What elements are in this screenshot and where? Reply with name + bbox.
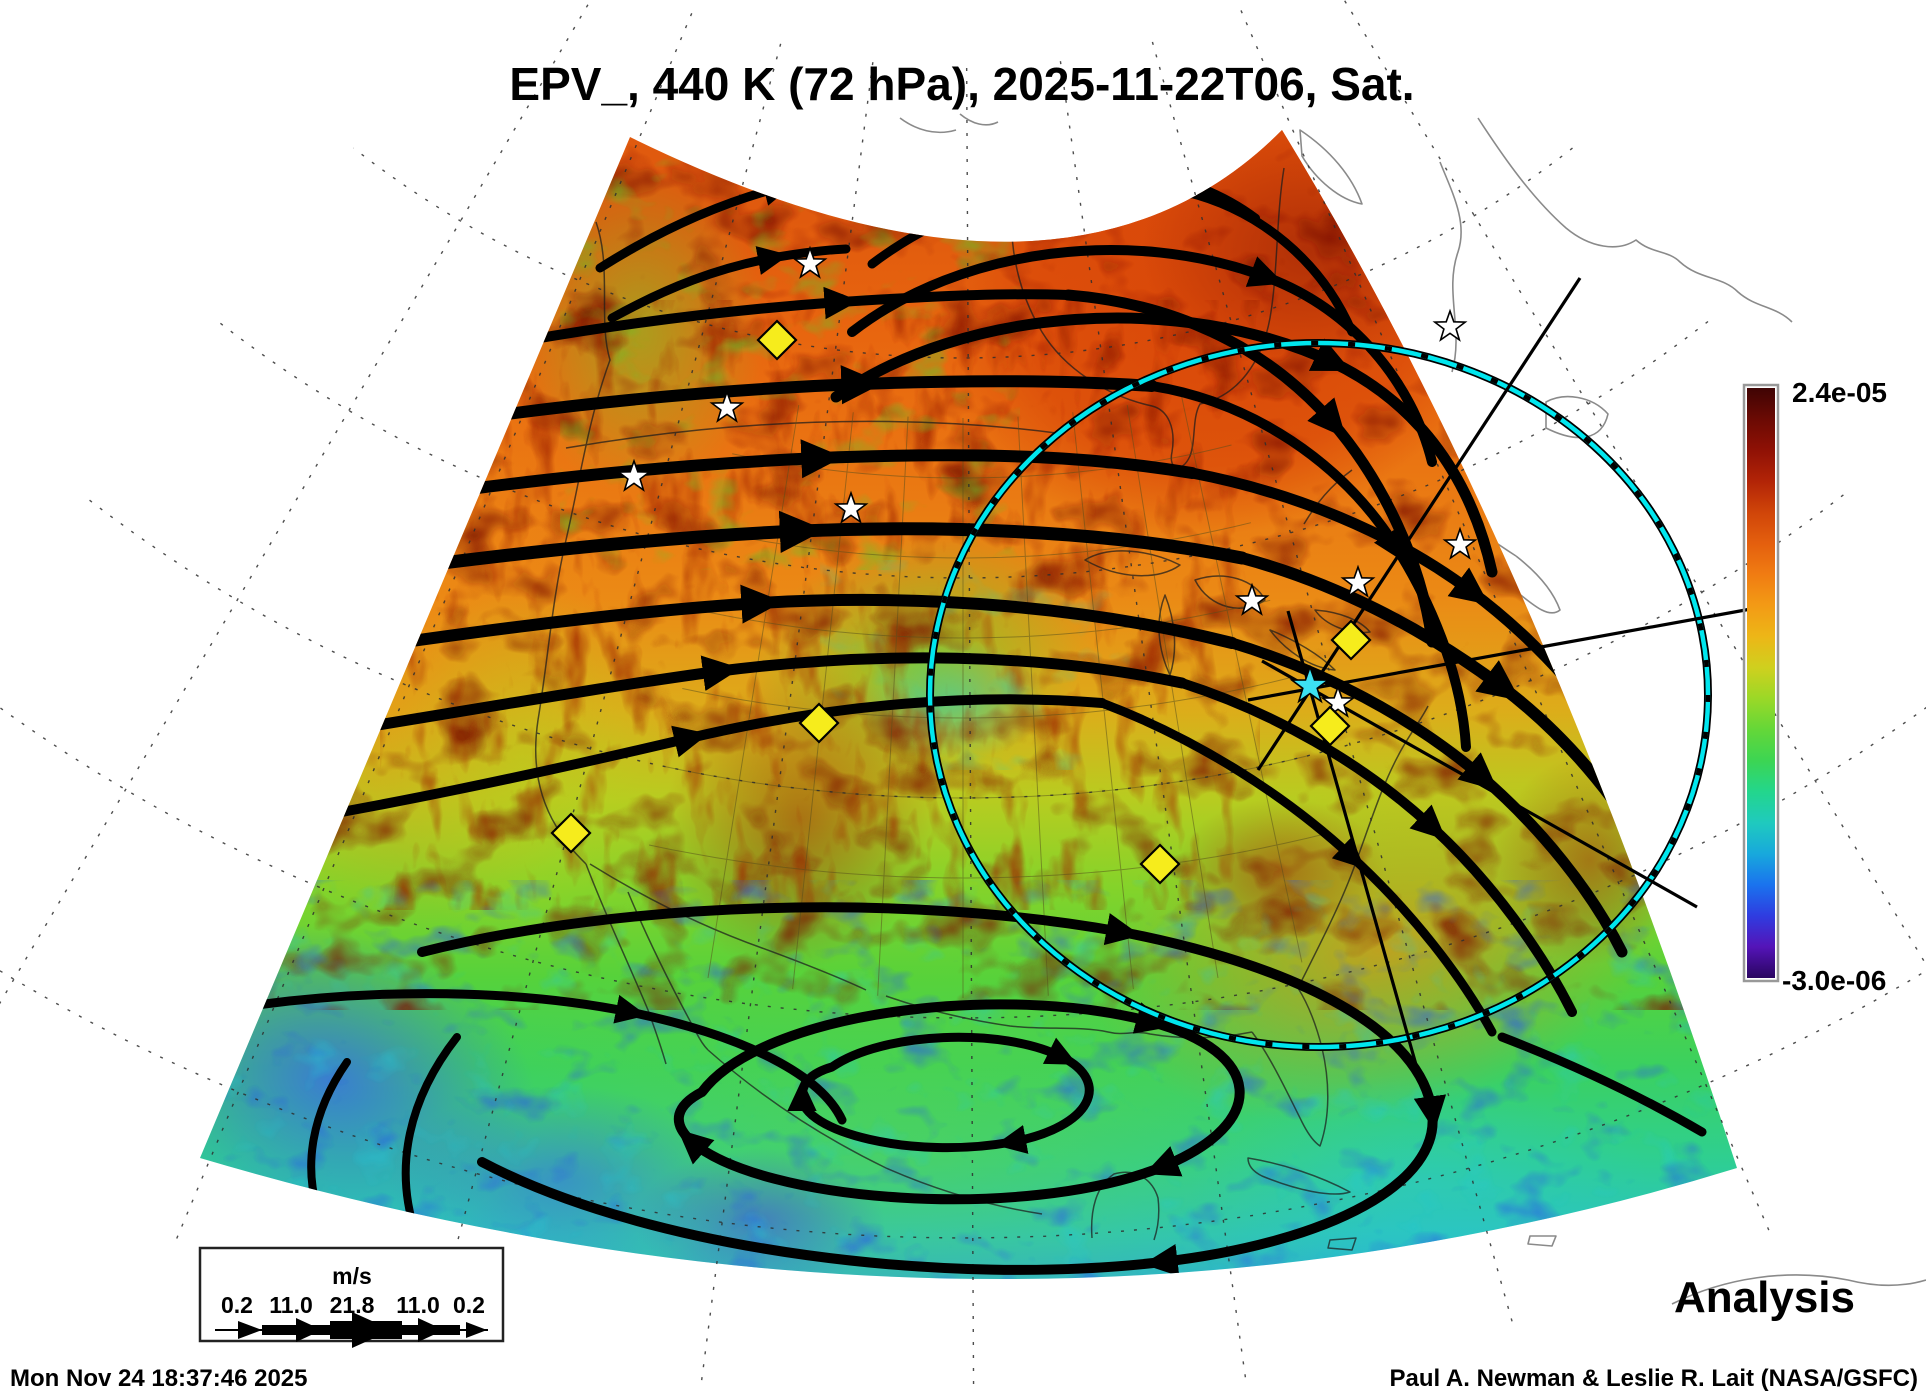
graticule-meridian: [0, 0, 592, 1005]
colorbar: 2.4e-05 -3.0e-06: [1742, 377, 1887, 996]
analysis-label: Analysis: [1674, 1273, 1855, 1322]
generated-timestamp: Mon Nov 24 18:37:46 2025: [10, 1365, 307, 1392]
station-star-icon: [709, 389, 745, 423]
station-star-icon: [1432, 308, 1468, 342]
graticule-meridian: [965, 67, 975, 1394]
wind-speed-4: 0.2: [453, 1292, 485, 1318]
credit-label: Paul A. Newman & Leslie R. Lait (NASA/GS…: [1389, 1365, 1918, 1392]
wind-legend-units: m/s: [332, 1263, 372, 1289]
wind-speed-legend: m/s 0.2 11.0 21.8 11.0 0.2: [198, 1246, 505, 1348]
center-star-icon: [1289, 664, 1331, 704]
colorbar-frame: [1742, 383, 1780, 983]
site-diamond-icon: [1139, 843, 1181, 885]
colorbar-gradient: [1747, 388, 1775, 978]
site-diamond-icon: [756, 319, 798, 361]
wind-speed-0: 0.2: [221, 1292, 253, 1318]
station-star-icon: [1320, 684, 1356, 718]
site-diamond-icon: [1330, 619, 1372, 661]
site-diamond-icon: [798, 702, 840, 744]
annotation-overlay: [550, 245, 1763, 1087]
colorbar-max-label: 2.4e-05: [1792, 377, 1887, 408]
station-star-icon: [616, 458, 652, 492]
graticule-parallel: [353, 147, 1573, 359]
station-star-icon: [792, 245, 828, 279]
site-diamond-icon: [1309, 705, 1351, 747]
wind-scale-glyph: [215, 1312, 488, 1348]
colorbar-min-label: -3.0e-06: [1782, 965, 1886, 996]
range-ring-ticks: [927, 340, 1711, 1050]
wind-speed-3: 11.0: [396, 1292, 440, 1318]
azimuth-line: [1247, 605, 1763, 702]
figure-title: EPV_, 440 K (72 hPa), 2025-11-22T06, Sat…: [509, 58, 1414, 110]
station-star-icon: [1234, 582, 1270, 616]
station-star-icon: [1340, 564, 1376, 598]
wind-speed-1: 11.0: [269, 1292, 313, 1318]
graticule-meridian: [175, 13, 693, 1240]
station-star-icon: [1442, 526, 1478, 560]
station-star-icon: [833, 490, 869, 524]
site-diamond-icon: [550, 812, 592, 854]
